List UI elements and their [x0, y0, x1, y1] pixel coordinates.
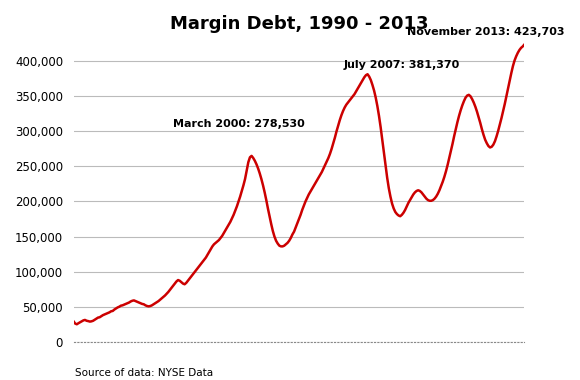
Text: March 2000: 278,530: March 2000: 278,530: [173, 119, 304, 129]
Title: Margin Debt, 1990 - 2013: Margin Debt, 1990 - 2013: [170, 15, 428, 33]
Text: November 2013: 423,703: November 2013: 423,703: [407, 27, 565, 36]
Text: July 2007: 381,370: July 2007: 381,370: [344, 60, 461, 70]
Text: Source of data: NYSE Data: Source of data: NYSE Data: [75, 368, 213, 378]
